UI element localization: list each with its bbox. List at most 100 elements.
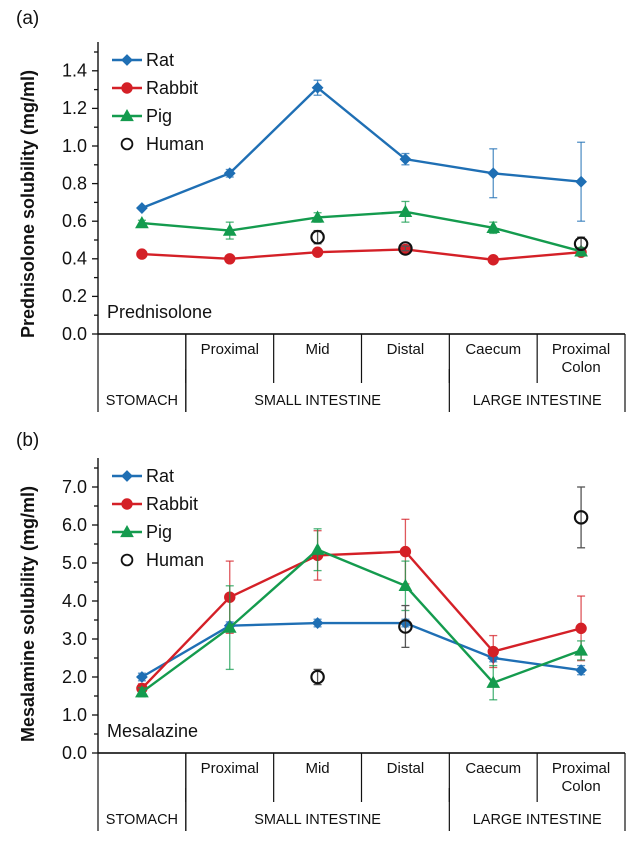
x-group-label: STOMACH: [106, 812, 178, 828]
x-category-label: Caecum: [465, 341, 521, 358]
legend-marker-rabbit: [121, 82, 133, 94]
data-point-pig: [310, 542, 325, 555]
y-tick-label: 0.2: [62, 286, 87, 306]
series-line-pig: [141, 548, 582, 694]
legend-label-pig: Pig: [146, 106, 172, 126]
legend-label-pig: Pig: [146, 522, 172, 542]
legend: Rat Rabbit Pig Human: [112, 50, 204, 154]
legend-marker-pig: [120, 524, 134, 538]
x-category-label: Mid: [305, 760, 329, 777]
data-point-rabbit: [311, 246, 324, 258]
panel-b-plot: 0.0 1.0 2.0 3.0 4.0 5.0 6.0 7.0 Mesalazine Rat Rab…: [62, 458, 626, 831]
x-category-label: Proximal: [552, 341, 610, 358]
y-tick-label: 1.0: [62, 705, 87, 725]
y-tick-label: 0.6: [62, 211, 87, 231]
data-point-rat: [487, 167, 500, 180]
data-point-rat: [311, 617, 324, 629]
data-point-human: [398, 619, 413, 634]
data-point-rabbit: [487, 645, 499, 658]
legend-label-rat: Rat: [146, 50, 174, 70]
data-point-rabbit: [575, 622, 587, 635]
x-category-label-line2: Colon: [561, 359, 600, 376]
legend-marker-rabbit: [121, 498, 133, 510]
data-point-human: [310, 669, 325, 685]
series-line-pig: [141, 210, 582, 253]
data-point-pig: [222, 620, 237, 633]
data-point-rabbit: [136, 248, 148, 260]
y-tick-label: 1.4: [62, 61, 87, 81]
legend-label-rat: Rat: [146, 466, 174, 486]
data-point-rabbit: [487, 254, 499, 266]
x-category-label-line2: Colon: [561, 778, 600, 795]
series-line-rabbit: [141, 248, 582, 261]
data-point-rat: [223, 167, 236, 180]
data-point-rat: [311, 81, 324, 94]
panel-a-tag: (a): [16, 8, 40, 29]
data-point-rabbit: [399, 545, 412, 558]
y-tick-label: 7.0: [62, 477, 87, 497]
y-tick-label: 0.4: [62, 249, 87, 269]
data-point-rabbit: [224, 253, 236, 265]
x-category-label: Distal: [387, 760, 425, 777]
y-tick-label: 0.0: [62, 324, 87, 344]
legend-marker-human: [120, 137, 134, 151]
error-bar-human: [313, 668, 322, 686]
legend-marker-rat: [121, 54, 133, 66]
y-tick-label: 1.0: [62, 136, 87, 156]
data-point-pig: [398, 204, 413, 217]
x-group-label: LARGE INTESTINE: [473, 812, 602, 828]
error-bar-human: [401, 604, 410, 649]
data-point-pig: [135, 685, 149, 698]
inline-drug-label: Mesalazine: [107, 721, 198, 741]
x-category-label: Caecum: [465, 760, 521, 777]
y-tick-label: 0.8: [62, 173, 87, 193]
x-category-label: Proximal: [552, 760, 610, 777]
data-point-pig: [574, 643, 588, 656]
data-point-rat: [575, 664, 587, 677]
x-axis-category-table: Proximal Mid Distal Caecum ProximalColonSTOM…: [97, 333, 626, 412]
x-category-label: Mid: [305, 341, 329, 358]
legend-marker-human: [120, 553, 134, 567]
legend-marker-rat: [121, 470, 133, 482]
series-line-rat: [141, 621, 582, 679]
x-group-label: SMALL INTESTINE: [254, 812, 381, 828]
data-point-rat: [136, 671, 148, 683]
panel-a-plot: 0.00.20.40.60.81.01.21.4PrednisoloneRatR…: [62, 42, 626, 412]
data-point-pig: [310, 210, 325, 223]
x-category-label: Distal: [387, 341, 425, 358]
legend: Rat Rabbit Pig Human: [112, 466, 204, 570]
data-point-human: [573, 236, 589, 252]
x-category-label: Proximal: [201, 341, 259, 358]
data-point-human: [398, 241, 413, 256]
x-group-label: STOMACH: [106, 393, 178, 409]
x-axis-category-table: Proximal Mid Distal Caecum ProximalColonSTOM…: [97, 752, 626, 831]
data-point-rat: [136, 202, 148, 214]
y-tick-label: 4.0: [62, 591, 87, 611]
x-category-label: Proximal: [201, 760, 259, 777]
x-group-label: LARGE INTESTINE: [473, 393, 602, 409]
legend-label-human: Human: [146, 550, 204, 570]
legend-label-human: Human: [146, 134, 204, 154]
y-tick-label: 6.0: [62, 515, 87, 535]
y-tick-label: 0.0: [62, 743, 87, 763]
panel-b: (b) Mesalamine solubility (mg/ml) 0.0 1.0…: [0, 420, 637, 845]
panel-a: (a) Prednisolone solubility (mg/ml) 0.0 0…: [0, 0, 637, 420]
panel-b-tag: (b): [16, 430, 40, 451]
error-bar-human: [401, 245, 410, 252]
data-point-pig: [135, 216, 149, 229]
series-line-rat: [141, 86, 582, 210]
legend-label-rabbit: Rabbit: [146, 494, 198, 514]
inline-drug-label: Prednisolone: [107, 302, 212, 322]
data-point-human: [573, 510, 589, 525]
data-point-pig: [486, 220, 501, 233]
legend-marker-pig: [120, 108, 134, 122]
data-point-human: [310, 229, 325, 245]
y-tick-label: 1.2: [62, 98, 87, 118]
data-point-pig: [486, 675, 501, 688]
y-tick-label: 5.0: [62, 553, 87, 573]
data-point-pig: [398, 578, 413, 591]
data-point-rat: [575, 175, 587, 188]
series-line-rabbit: [141, 550, 582, 690]
y-tick-label: 2.0: [62, 667, 87, 687]
